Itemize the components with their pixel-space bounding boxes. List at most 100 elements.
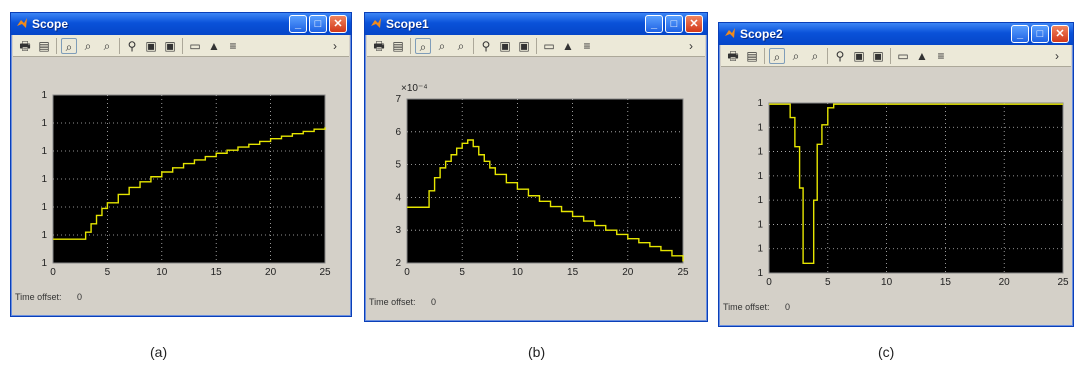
zoom-y-icon[interactable]: ⌕ xyxy=(811,49,819,63)
toolbar-separator xyxy=(119,38,120,54)
axes-background xyxy=(406,98,684,264)
scope-plot: 0 5 10 15 20 25 1 1 1 1 1 1 1 Time offset: 0 xyxy=(15,90,331,302)
signal-selection-icon[interactable]: ≡ xyxy=(229,39,237,53)
maximize-icon[interactable]: □ xyxy=(1031,25,1049,43)
save-axes-icon[interactable]: ▣ xyxy=(499,39,511,53)
x-tick-label: 0 xyxy=(766,277,772,288)
minimize-icon[interactable]: _ xyxy=(645,15,663,33)
y-tick-label: 6 xyxy=(395,127,401,138)
time-offset-label: Time offset: xyxy=(15,292,62,302)
floating-scope-icon[interactable]: ▭ xyxy=(543,39,555,53)
toolbar: 🖶 ▤ ⌕ ⌕ ⌕ ⚲ ▣ ▣ ▭ ▲ ≡ › xyxy=(13,35,349,57)
signal-trace xyxy=(769,103,1063,264)
y-tick-label: 1 xyxy=(41,202,47,213)
title-bar[interactable]: Scope2 _ □ ✕ xyxy=(719,23,1073,45)
matlab-logo-icon xyxy=(724,27,736,39)
overflow-arrow-icon[interactable]: › xyxy=(689,39,693,53)
matlab-logo-icon xyxy=(16,17,28,29)
y-tick-label: 1 xyxy=(757,219,763,230)
print-icon[interactable]: 🖶 xyxy=(373,39,385,53)
signal-selection-icon[interactable]: ≡ xyxy=(583,39,591,53)
maximize-icon[interactable]: □ xyxy=(309,15,327,33)
title-bar[interactable]: Scope _ □ ✕ xyxy=(11,13,351,35)
y-tick-label: 7 xyxy=(395,94,401,105)
y-tick-label: 1 xyxy=(757,147,763,158)
y-tick-label: 3 xyxy=(395,225,401,236)
autoscale-icon[interactable]: ⚲ xyxy=(835,49,845,63)
zoom-icon[interactable]: ⌕ xyxy=(769,48,785,64)
axes-background xyxy=(768,102,1064,274)
toolbar-separator xyxy=(56,38,57,54)
x-tick-label: 10 xyxy=(881,277,893,288)
save-axes-icon[interactable]: ▣ xyxy=(145,39,157,53)
autoscale-icon[interactable]: ⚲ xyxy=(481,39,491,53)
zoom-y-icon[interactable]: ⌕ xyxy=(457,39,465,53)
print-icon[interactable]: 🖶 xyxy=(19,39,31,53)
y-tick-label: 1 xyxy=(41,118,47,129)
x-tick-label: 15 xyxy=(211,267,223,278)
parameters-icon[interactable]: ▤ xyxy=(392,39,404,53)
x-tick-label: 0 xyxy=(404,267,410,278)
y-tick-label: 1 xyxy=(41,174,47,185)
lock-axes-icon[interactable]: ▲ xyxy=(208,39,220,53)
restore-axes-icon[interactable]: ▣ xyxy=(872,49,884,63)
close-icon[interactable]: ✕ xyxy=(1051,25,1069,43)
close-icon[interactable]: ✕ xyxy=(329,15,347,33)
save-axes-icon[interactable]: ▣ xyxy=(853,49,865,63)
restore-axes-icon[interactable]: ▣ xyxy=(164,39,176,53)
toolbar-separator xyxy=(410,38,411,54)
time-offset-value: 0 xyxy=(785,302,790,312)
y-tick-label: 1 xyxy=(757,244,763,255)
lock-axes-icon[interactable]: ▲ xyxy=(916,49,928,63)
x-tick-label: 20 xyxy=(622,267,634,278)
window-title: Scope1 xyxy=(386,17,429,31)
y-tick-label: 4 xyxy=(395,192,401,203)
scope-plot: 0 5 10 15 20 25 1 1 1 1 1 1 1 1 Time offset: 0 xyxy=(723,98,1069,312)
floating-scope-icon[interactable]: ▭ xyxy=(897,49,909,63)
parameters-icon[interactable]: ▤ xyxy=(38,39,50,53)
signal-selection-icon[interactable]: ≡ xyxy=(937,49,945,63)
toolbar-separator xyxy=(182,38,183,54)
zoom-icon[interactable]: ⌕ xyxy=(61,38,77,54)
zoom-x-icon[interactable]: ⌕ xyxy=(792,49,800,63)
maximize-icon[interactable]: □ xyxy=(665,15,683,33)
zoom-icon[interactable]: ⌕ xyxy=(415,38,431,54)
parameters-icon[interactable]: ▤ xyxy=(746,49,758,63)
autoscale-icon[interactable]: ⚲ xyxy=(127,39,137,53)
caption-c: (c) xyxy=(878,344,895,360)
y-tick-label: 1 xyxy=(757,268,763,279)
time-offset-label: Time offset: xyxy=(723,302,770,312)
close-icon[interactable]: ✕ xyxy=(685,15,703,33)
overflow-arrow-icon[interactable]: › xyxy=(333,39,337,53)
x-tick-label: 25 xyxy=(1057,277,1069,288)
toolbar: 🖶 ▤ ⌕ ⌕ ⌕ ⚲ ▣ ▣ ▭ ▲ ≡ › xyxy=(721,45,1071,67)
restore-axes-icon[interactable]: ▣ xyxy=(518,39,530,53)
x-tick-label: 25 xyxy=(319,267,331,278)
y-tick-label: 2 xyxy=(395,258,401,269)
zoom-y-icon[interactable]: ⌕ xyxy=(103,39,111,53)
toolbar-separator xyxy=(536,38,537,54)
title-bar[interactable]: Scope1 _ □ ✕ xyxy=(365,13,707,35)
x-tick-label: 0 xyxy=(50,267,56,278)
caption-a: (a) xyxy=(150,344,168,360)
caption-b: (b) xyxy=(528,344,546,360)
minimize-icon[interactable]: _ xyxy=(289,15,307,33)
x-tick-label: 25 xyxy=(677,267,689,278)
y-tick-label: 1 xyxy=(757,195,763,206)
print-icon[interactable]: 🖶 xyxy=(727,49,739,63)
zoom-x-icon[interactable]: ⌕ xyxy=(84,39,92,53)
floating-scope-icon[interactable]: ▭ xyxy=(189,39,201,53)
overflow-arrow-icon[interactable]: › xyxy=(1055,49,1059,63)
y-tick-label: 5 xyxy=(395,160,401,171)
signal-trace xyxy=(53,127,326,240)
minimize-icon[interactable]: _ xyxy=(1011,25,1029,43)
x-tick-label: 10 xyxy=(512,267,524,278)
y-tick-label: 1 xyxy=(41,230,47,241)
toolbar-separator xyxy=(473,38,474,54)
y-tick-label: 1 xyxy=(41,90,47,101)
time-offset-value: 0 xyxy=(77,292,82,302)
lock-axes-icon[interactable]: ▲ xyxy=(562,39,574,53)
x-tick-label: 20 xyxy=(999,277,1011,288)
zoom-x-icon[interactable]: ⌕ xyxy=(438,39,446,53)
plot-area: 0 5 10 15 20 25 1 1 1 1 1 1 1 Time offset: 0 xyxy=(13,57,349,314)
